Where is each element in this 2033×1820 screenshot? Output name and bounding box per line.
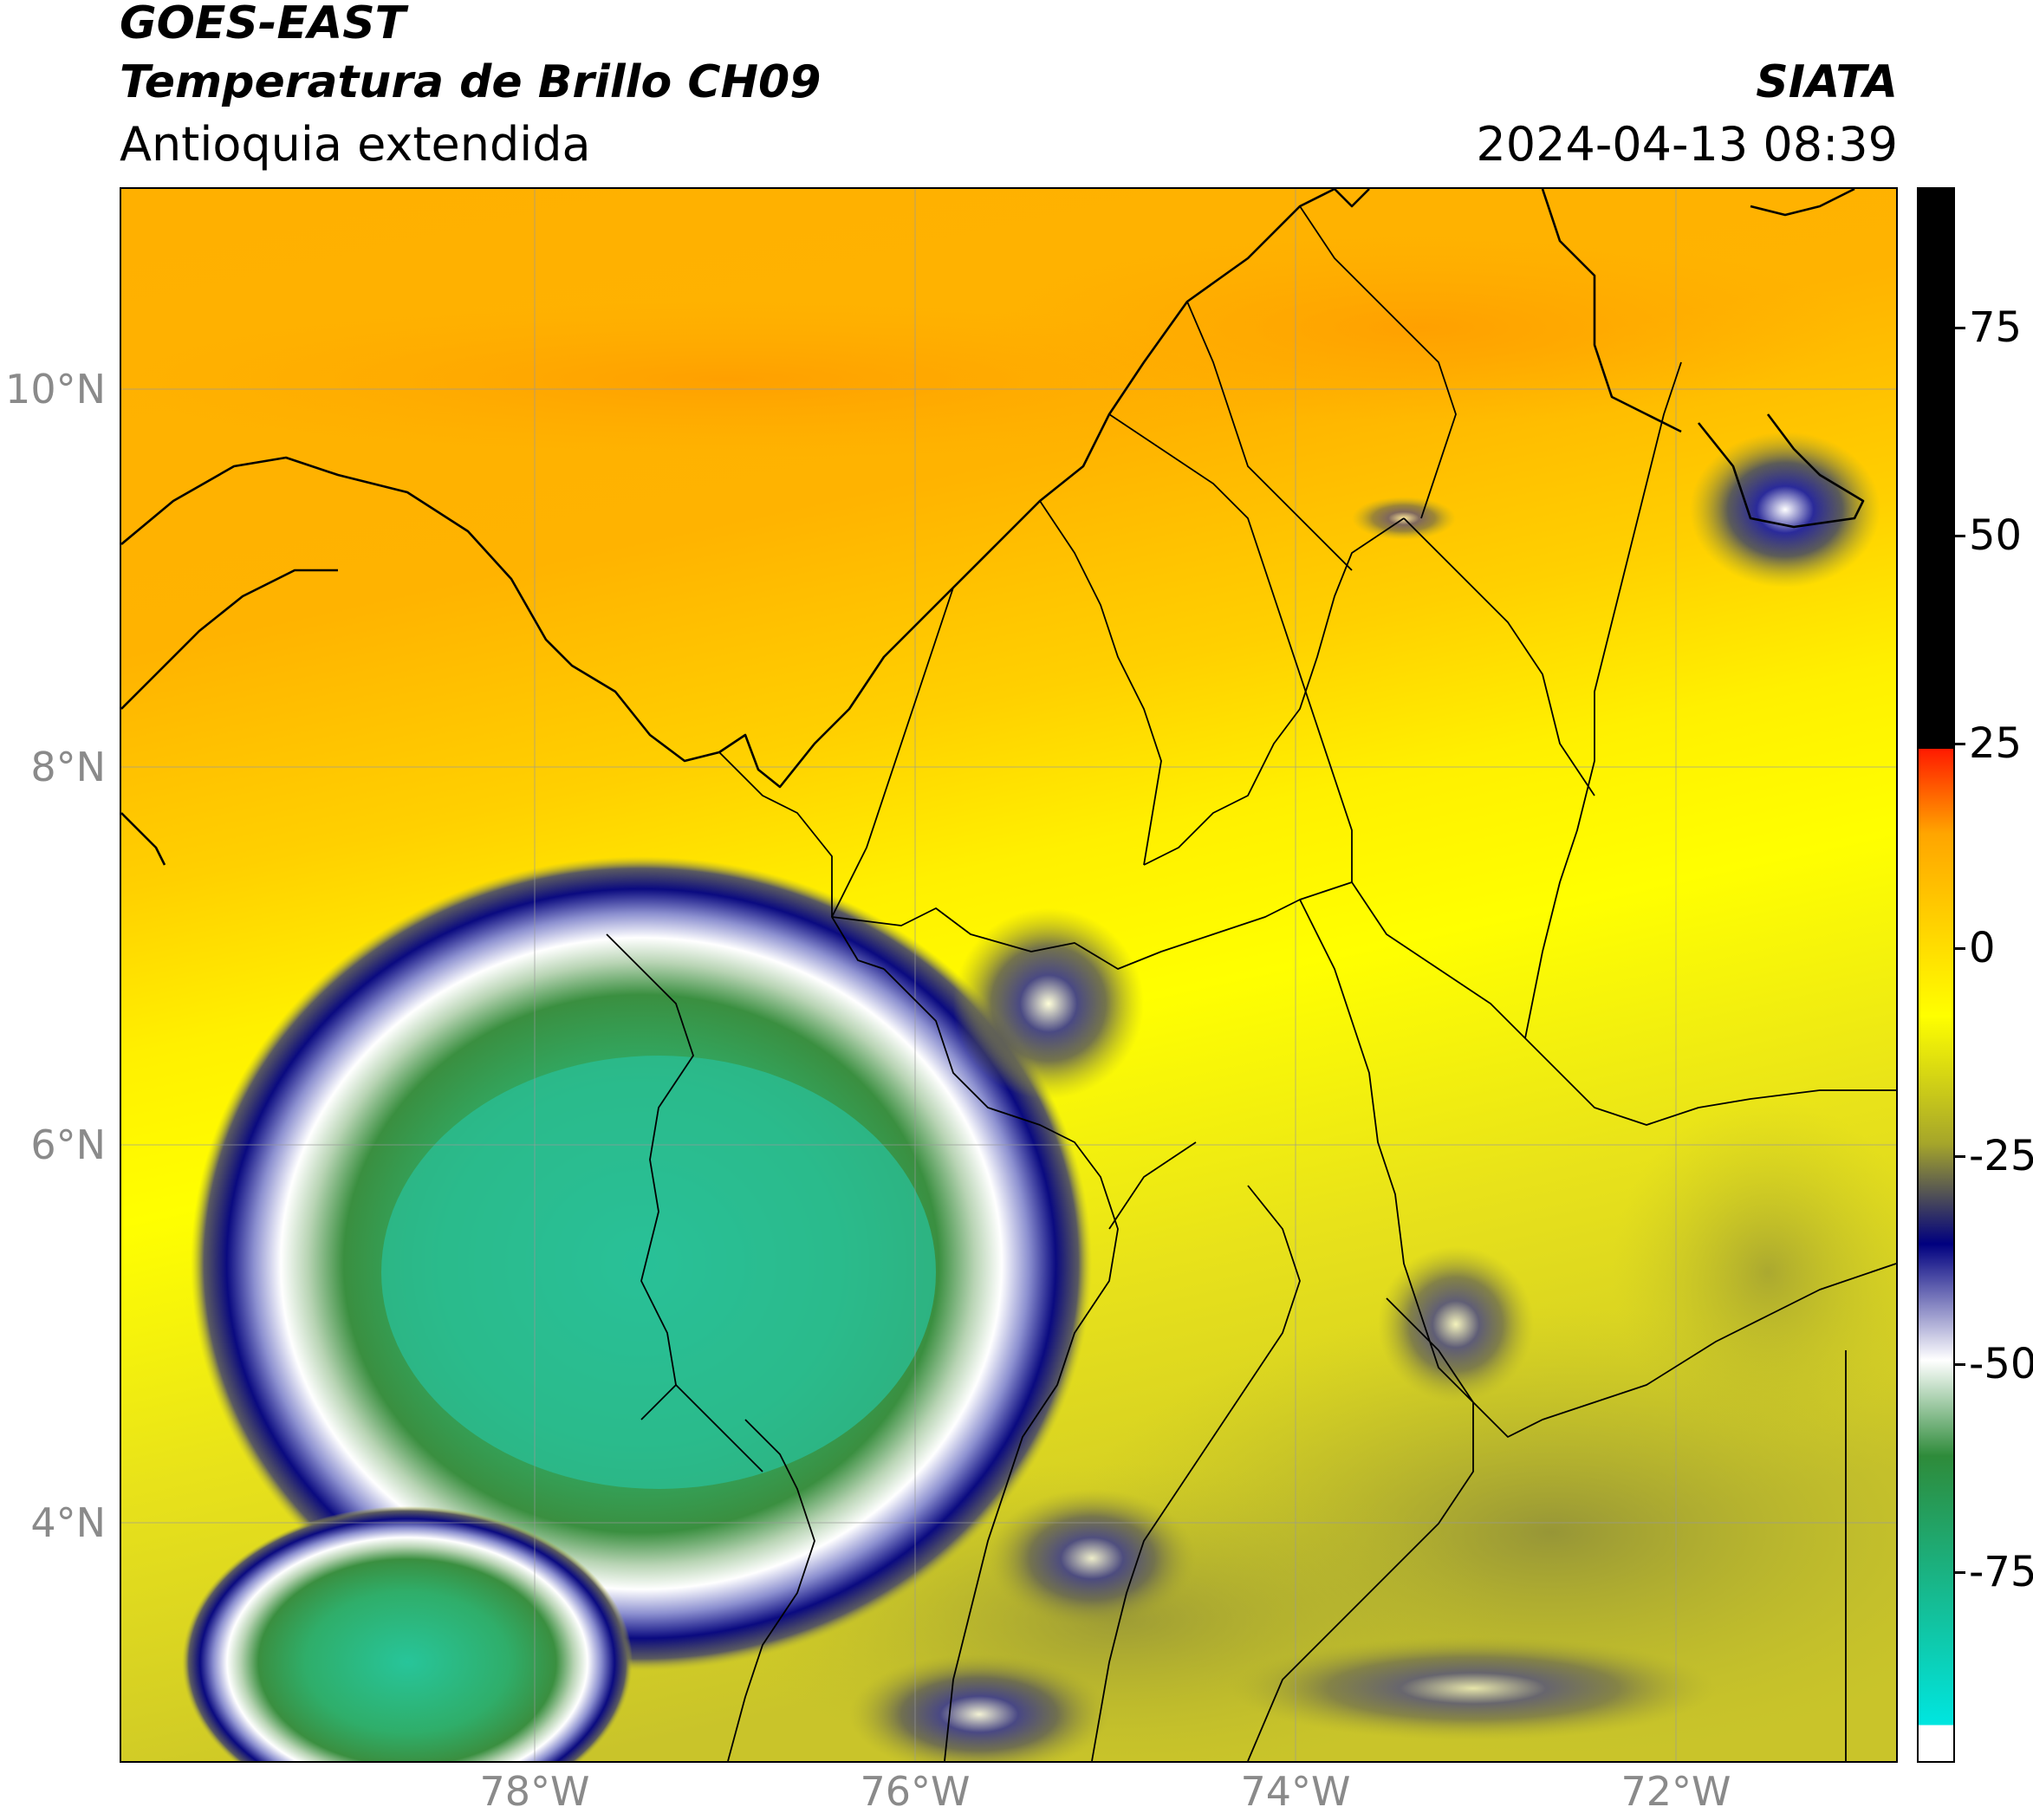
- temperature-colorbar: [1917, 187, 1955, 1763]
- lon-label-76w: 76°W: [860, 1768, 971, 1815]
- storm-southwest-arm: [182, 1506, 633, 1761]
- timestamp-label: 2024-04-13 08:39: [1476, 117, 1898, 172]
- convective-cell-4: [988, 1489, 1196, 1628]
- colorbar-tick: [1955, 1155, 1965, 1158]
- colorbar-label-neg75: -75: [1969, 1548, 2033, 1596]
- lon-label-72w: 72°W: [1621, 1768, 1731, 1815]
- region-subtitle: Antioquia extendida: [120, 117, 591, 172]
- gridlines: [121, 189, 1896, 1761]
- colorbar-label-25: 25: [1969, 719, 2023, 768]
- colorbar-label-0: 0: [1969, 924, 1996, 972]
- lat-label-4n: 4°N: [30, 1499, 106, 1546]
- colorbar-tick: [1955, 1363, 1965, 1366]
- lon-label-78w: 78°W: [479, 1768, 590, 1815]
- convective-cell-6: [849, 1654, 1109, 1761]
- convective-cell-3: [1378, 1246, 1534, 1402]
- satellite-map[interactable]: [120, 187, 1898, 1763]
- storm-core: [381, 1056, 936, 1489]
- department-boundaries: [606, 205, 1896, 1761]
- product-title: Temperatura de Brillo CH09: [120, 56, 822, 108]
- colorbar-tick: [1955, 327, 1965, 329]
- lat-label-6n: 6°N: [30, 1121, 106, 1168]
- colorbar-label-50: 50: [1969, 511, 2023, 560]
- map-canvas: [121, 189, 1896, 1761]
- colorbar-label-neg25: -25: [1969, 1132, 2033, 1180]
- colorbar-label-75: 75: [1969, 303, 2023, 352]
- colorbar-label-neg50: -50: [1969, 1340, 2033, 1388]
- warm-band-northeast: [988, 232, 1854, 423]
- colorbar-tick: [1955, 1571, 1965, 1574]
- satellite-title: GOES-EAST: [120, 0, 406, 49]
- convective-cell-2: [1690, 432, 1880, 588]
- lat-label-8n: 8°N: [30, 744, 106, 790]
- convective-cell-5: [1231, 1636, 1716, 1740]
- organization-label: SIATA: [1756, 56, 1898, 108]
- lon-label-74w: 74°W: [1240, 1768, 1351, 1815]
- colorbar-tick: [1955, 535, 1965, 537]
- colorbar-tick: [1955, 743, 1965, 745]
- colorbar-tick: [1955, 947, 1965, 950]
- lat-label-10n: 10°N: [5, 366, 106, 413]
- olive-zone-east: [1612, 1099, 1896, 1446]
